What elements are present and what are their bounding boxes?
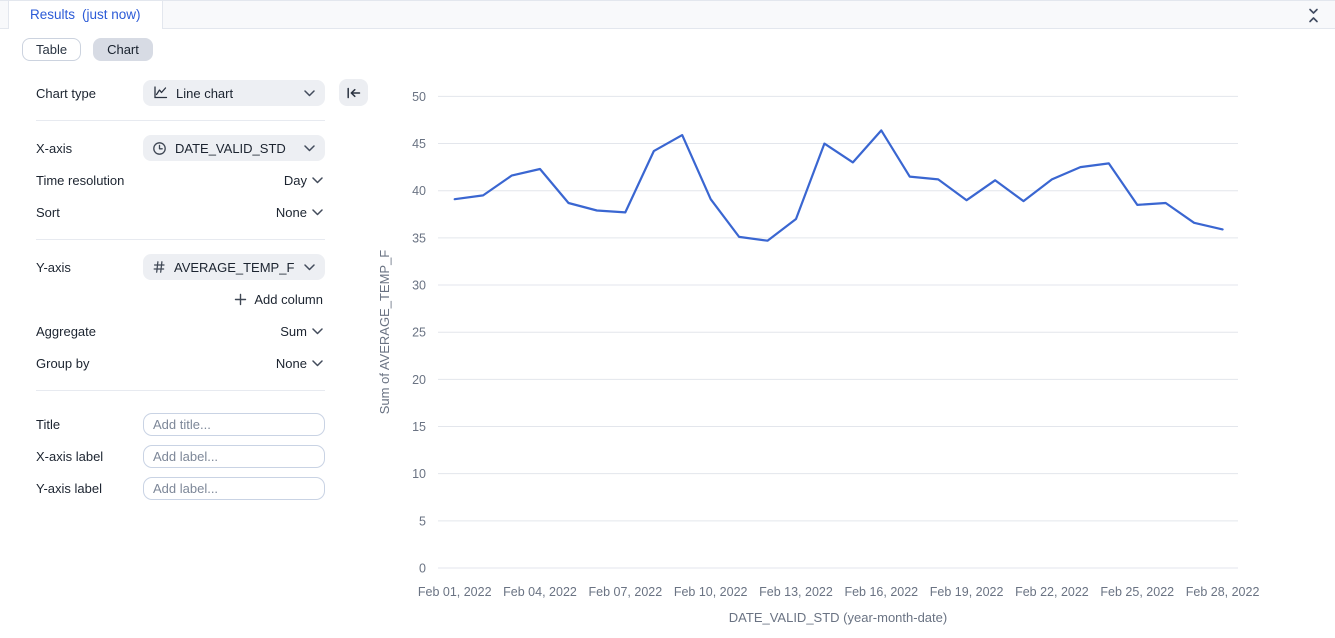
tab-results[interactable]: Results (just now) bbox=[8, 1, 163, 29]
clock-icon bbox=[152, 141, 167, 156]
chevron-down-icon bbox=[312, 327, 323, 335]
chart-config-panel: Chart type Line chart X-axis DATE_VALID_… bbox=[0, 67, 338, 638]
tab-table[interactable]: Table bbox=[22, 38, 82, 61]
x-tick-label: Feb 13, 2022 bbox=[759, 585, 833, 599]
aggregate-row: Aggregate Sum bbox=[36, 318, 325, 344]
chevron-down-icon bbox=[312, 359, 323, 367]
add-column-row: Add column bbox=[36, 286, 325, 312]
view-toggle: Table Chart bbox=[0, 29, 1335, 61]
x-axis-label-row: X-axis label bbox=[36, 443, 325, 469]
x-axis-label: X-axis bbox=[36, 140, 73, 156]
y-tick-label: 50 bbox=[412, 90, 426, 104]
x-tick-label: Feb 16, 2022 bbox=[844, 585, 918, 599]
x-tick-label: Feb 10, 2022 bbox=[674, 585, 748, 599]
title-row: Title bbox=[36, 411, 325, 437]
y-tick-label: 25 bbox=[412, 326, 426, 340]
y-tick-label: 35 bbox=[412, 231, 426, 245]
line-chart: 0 5 10 15 20 25 30 35 40 45 50 Feb 01, 2022 Feb 04, … bbox=[377, 90, 1260, 625]
chevron-down-icon bbox=[312, 208, 323, 216]
x-tick-label: Feb 01, 2022 bbox=[418, 585, 492, 599]
results-tab-label: Results bbox=[30, 7, 76, 22]
y-tick-label: 45 bbox=[412, 137, 426, 151]
hash-icon bbox=[152, 260, 166, 274]
x-tick-label: Feb 07, 2022 bbox=[589, 585, 663, 599]
aggregate-value: Sum bbox=[280, 323, 307, 339]
sort-label: Sort bbox=[36, 204, 60, 220]
chart-type-label: Chart type bbox=[36, 85, 96, 101]
x-tick-label: Feb 22, 2022 bbox=[1015, 585, 1089, 599]
plus-icon bbox=[234, 293, 247, 306]
y-axis-value: AVERAGE_TEMP_F bbox=[174, 259, 295, 275]
aggregate-select[interactable]: Sum bbox=[280, 324, 323, 339]
collapse-config-panel-button[interactable] bbox=[339, 79, 368, 106]
y-tick-label: 30 bbox=[412, 279, 426, 293]
title-input[interactable] bbox=[143, 412, 325, 436]
tab-chart[interactable]: Chart bbox=[93, 38, 153, 61]
chevron-down-icon bbox=[304, 144, 315, 152]
y-axis-label-label: Y-axis label bbox=[36, 480, 103, 496]
chevron-down-icon bbox=[304, 263, 315, 271]
sort-value: None bbox=[275, 204, 307, 220]
chart-type-value: Line chart bbox=[176, 85, 234, 101]
group-by-value: None bbox=[275, 355, 307, 371]
x-tick-label: Feb 04, 2022 bbox=[503, 585, 577, 599]
y-tick-label: 15 bbox=[412, 420, 426, 434]
y-tick-label: 40 bbox=[412, 184, 426, 198]
divider bbox=[36, 120, 325, 121]
chart-type-row: Chart type Line chart bbox=[36, 80, 325, 106]
collapse-left-icon bbox=[346, 86, 361, 100]
aggregate-label: Aggregate bbox=[36, 323, 96, 339]
add-column-button[interactable]: Add column bbox=[234, 292, 323, 307]
y-axis-label-input[interactable] bbox=[143, 476, 325, 500]
y-tick-label: 5 bbox=[419, 514, 426, 528]
results-header-bar: Results (just now) bbox=[0, 0, 1335, 29]
chart-tab-label: Chart bbox=[107, 42, 139, 57]
x-axis-label-input[interactable] bbox=[143, 444, 325, 468]
x-tick-label: Feb 25, 2022 bbox=[1100, 585, 1174, 599]
x-axis-title: DATE_VALID_STD (year-month-date) bbox=[729, 610, 947, 625]
y-axis-label-row: Y-axis label bbox=[36, 475, 325, 501]
chevron-down-icon bbox=[304, 89, 315, 97]
y-tick-label: 10 bbox=[412, 467, 426, 481]
y-axis-dropdown[interactable]: AVERAGE_TEMP_F bbox=[143, 254, 325, 280]
time-resolution-label: Time resolution bbox=[36, 172, 125, 188]
chart-type-dropdown[interactable]: Line chart bbox=[143, 80, 325, 106]
time-resolution-row: Time resolution Day bbox=[36, 167, 325, 193]
y-axis-title: Sum of AVERAGE_TEMP_F bbox=[377, 250, 392, 415]
line-chart-icon bbox=[152, 86, 168, 100]
x-axis-row: X-axis DATE_VALID_STD bbox=[36, 135, 325, 161]
table-tab-label: Table bbox=[36, 42, 68, 57]
results-tab-status: (just now) bbox=[82, 7, 141, 22]
x-axis-value: DATE_VALID_STD bbox=[175, 140, 286, 156]
time-resolution-select[interactable]: Day bbox=[284, 173, 323, 188]
x-axis-dropdown[interactable]: DATE_VALID_STD bbox=[143, 135, 325, 161]
y-tick-label: 0 bbox=[419, 562, 426, 576]
collapse-results-button[interactable] bbox=[1301, 4, 1325, 26]
line-series bbox=[453, 129, 1224, 242]
add-column-label: Add column bbox=[254, 291, 323, 307]
x-axis-label-label: X-axis label bbox=[36, 448, 104, 464]
sort-select[interactable]: None bbox=[276, 205, 323, 220]
divider bbox=[36, 390, 325, 391]
y-axis-row: Y-axis AVERAGE_TEMP_F bbox=[36, 254, 325, 280]
chevron-down-icon bbox=[312, 176, 323, 184]
title-label: Title bbox=[36, 416, 61, 432]
group-by-select[interactable]: None bbox=[276, 356, 323, 371]
x-tick-label: Feb 28, 2022 bbox=[1186, 585, 1260, 599]
group-by-label: Group by bbox=[36, 355, 90, 371]
sort-row: Sort None bbox=[36, 199, 325, 225]
group-by-row: Group by None bbox=[36, 350, 325, 376]
collapse-vertical-icon bbox=[1307, 8, 1320, 23]
chart-canvas-area: 0 5 10 15 20 25 30 35 40 45 50 Feb 01, 2022 Feb 04, … bbox=[338, 67, 1335, 638]
time-resolution-value: Day bbox=[283, 172, 307, 188]
divider bbox=[36, 239, 325, 240]
x-tick-label: Feb 19, 2022 bbox=[930, 585, 1004, 599]
y-axis-label: Y-axis bbox=[36, 259, 71, 275]
y-tick-label: 20 bbox=[412, 373, 426, 387]
